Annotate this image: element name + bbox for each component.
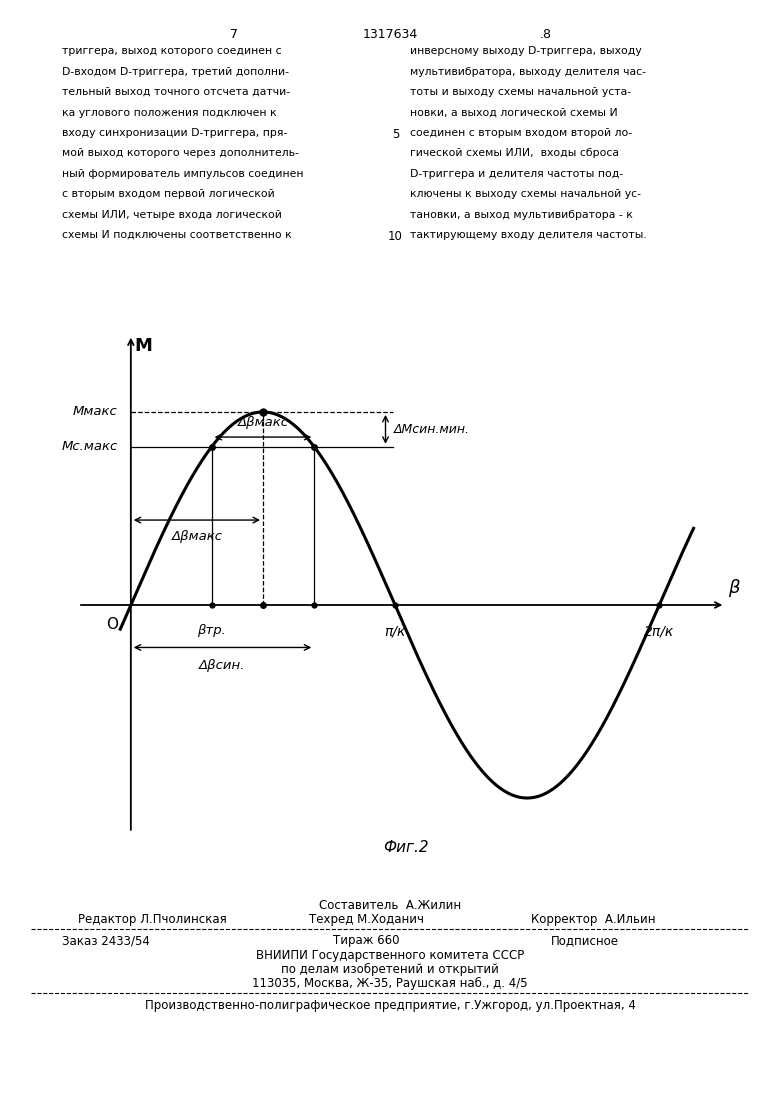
Text: мультивибратора, выходу делителя час-: мультивибратора, выходу делителя час- (410, 67, 646, 77)
Text: β: β (728, 579, 739, 598)
Text: соединен с вторым входом второй ло-: соединен с вторым входом второй ло- (410, 128, 632, 138)
Text: Составитель  А.Жилин: Составитель А.Жилин (319, 899, 461, 912)
Text: Корректор  А.Ильин: Корректор А.Ильин (530, 913, 655, 927)
Text: мой выход которого через дополнитель-: мой выход которого через дополнитель- (62, 149, 300, 159)
Text: тановки, а выход мультивибратора - к: тановки, а выход мультивибратора - к (410, 210, 633, 219)
Text: Тираж 660: Тираж 660 (333, 934, 400, 947)
Text: Производственно-полиграфическое предприятие, г.Ужгород, ул.Проектная, 4: Производственно-полиграфическое предприя… (144, 999, 636, 1013)
Text: Техред М.Ходанич: Техред М.Ходанич (309, 913, 424, 927)
Text: Δβсин.: Δβсин. (200, 660, 246, 672)
Text: ВНИИПИ Государственного комитета СССР: ВНИИПИ Государственного комитета СССР (256, 949, 524, 962)
Text: 1317634: 1317634 (363, 28, 417, 41)
Text: с вторым входом первой логической: с вторым входом первой логической (62, 190, 275, 200)
Text: схемы ИЛИ, четыре входа логической: схемы ИЛИ, четыре входа логической (62, 210, 282, 219)
Text: Заказ 2433/54: Заказ 2433/54 (62, 934, 151, 947)
Text: ный формирователь импульсов соединен: ный формирователь импульсов соединен (62, 169, 304, 179)
Text: новки, а выход логической схемы И: новки, а выход логической схемы И (410, 108, 617, 118)
Text: .8: .8 (540, 28, 552, 41)
Text: Δβмакс: Δβмакс (172, 529, 222, 543)
Text: 113035, Москва, Ж-35, Раушская наб., д. 4/5: 113035, Москва, Ж-35, Раушская наб., д. … (252, 977, 528, 990)
Text: ключены к выходу схемы начальной ус-: ключены к выходу схемы начальной ус- (410, 190, 640, 200)
Text: триггера, выход которого соединен с: триггера, выход которого соединен с (62, 46, 282, 56)
Text: инверсному выходу D-триггера, выходу: инверсному выходу D-триггера, выходу (410, 46, 641, 56)
Text: Δβмакс: Δβмакс (237, 416, 289, 429)
Text: Редактор Л.Пчолинская: Редактор Л.Пчолинская (78, 913, 227, 927)
Text: Mмакс: Mмакс (73, 406, 118, 418)
Text: тельный выход точного отсчета датчи-: тельный выход точного отсчета датчи- (62, 87, 290, 97)
Text: ка углового положения подключен к: ка углового положения подключен к (62, 108, 277, 118)
Text: схемы И подключены соответственно к: схемы И подключены соответственно к (62, 231, 292, 240)
Text: входу синхронизации D-триггера, пря-: входу синхронизации D-триггера, пря- (62, 128, 288, 138)
Text: M: M (135, 336, 153, 355)
Text: D-триггера и делителя частоты под-: D-триггера и делителя частоты под- (410, 169, 622, 179)
Text: O: O (105, 617, 118, 632)
Text: гической схемы ИЛИ,  входы сброса: гической схемы ИЛИ, входы сброса (410, 149, 619, 159)
Text: ΔMсин.мин.: ΔMсин.мин. (393, 422, 470, 436)
Text: Подписное: Подписное (551, 934, 619, 947)
Text: тактирующему входу делителя частоты.: тактирующему входу делителя частоты. (410, 231, 647, 240)
Text: по делам изобретений и открытий: по делам изобретений и открытий (281, 963, 499, 976)
Text: тоты и выходу схемы начальной уста-: тоты и выходу схемы начальной уста- (410, 87, 630, 97)
Text: 7: 7 (230, 28, 238, 41)
Text: Mс.макс: Mс.макс (62, 440, 118, 453)
Text: π/к: π/к (385, 624, 406, 639)
Text: D-входом D-триггера, третий дополни-: D-входом D-триггера, третий дополни- (62, 67, 289, 77)
Text: 10: 10 (388, 231, 403, 243)
Text: 5: 5 (392, 128, 399, 141)
Text: Фиг.2: Фиг.2 (383, 840, 428, 856)
Text: 2π/к: 2π/к (644, 624, 675, 639)
Text: βтр.: βтр. (197, 624, 226, 638)
